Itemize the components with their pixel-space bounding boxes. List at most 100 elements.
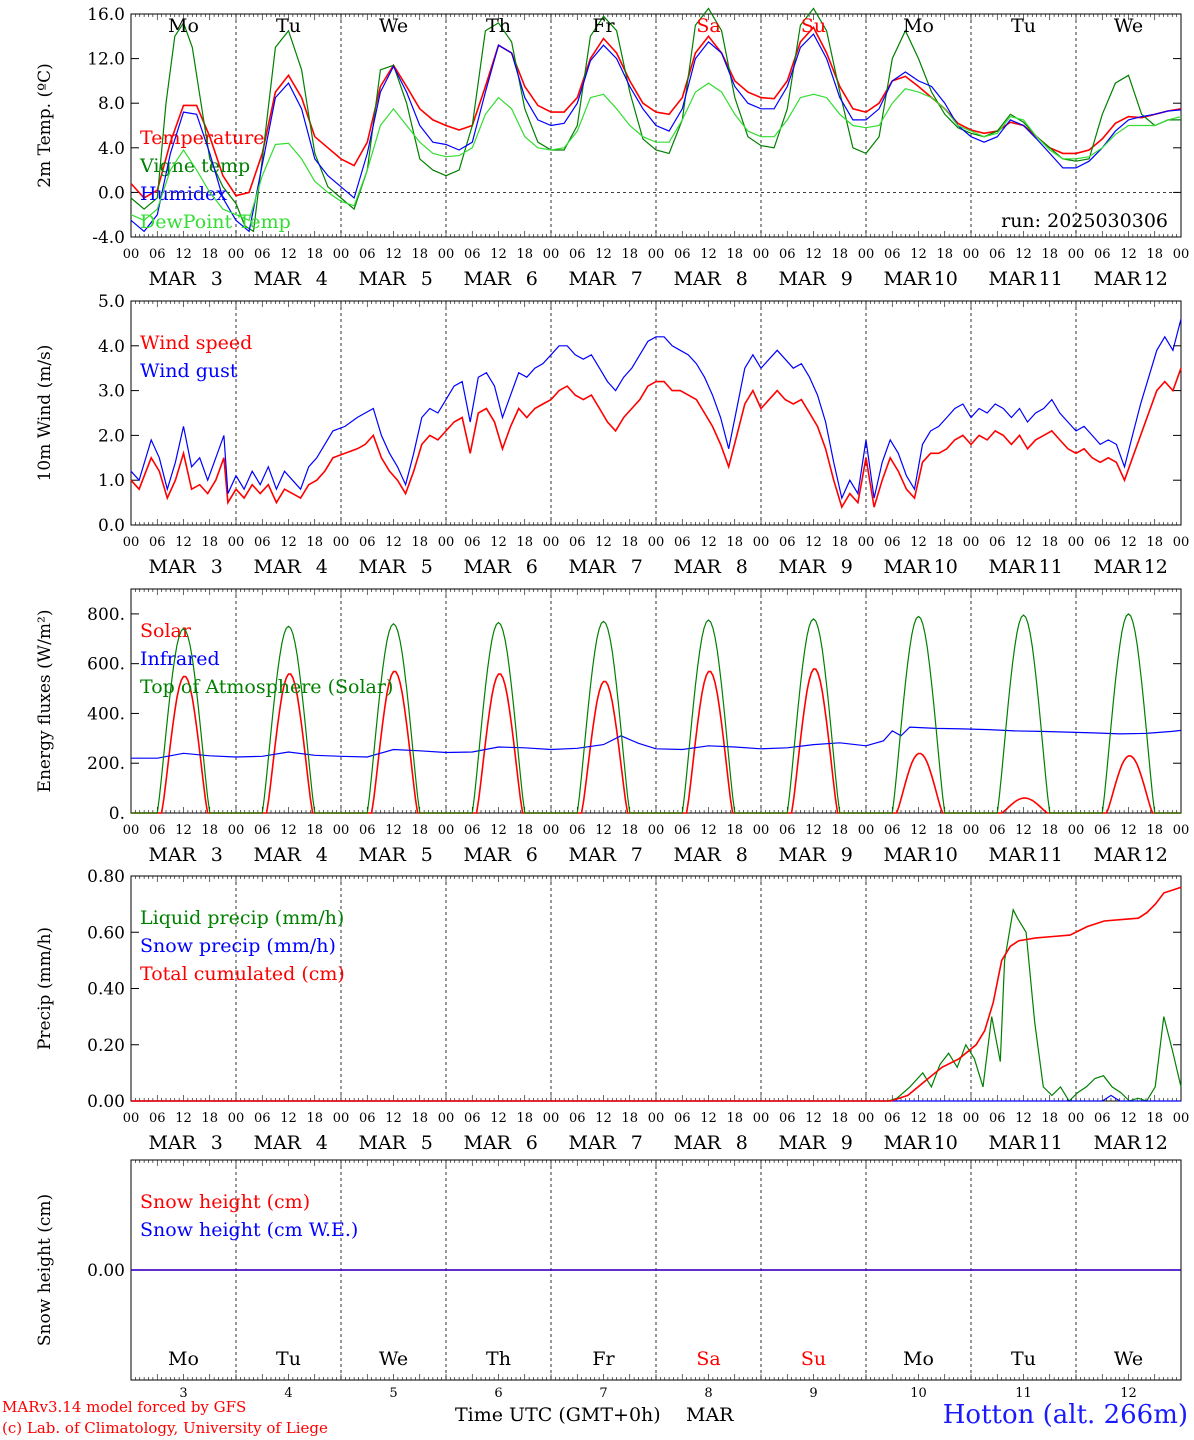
hour-tick-label: 00 (438, 823, 455, 838)
day-of-week-label: Su (801, 15, 826, 37)
hour-tick-label: 00 (228, 1111, 245, 1126)
hour-tick-label: 18 (201, 1111, 218, 1126)
date-label: 3 (211, 556, 223, 578)
y-tick-label: 400. (87, 704, 125, 724)
y-tick-label: 0. (109, 804, 125, 824)
y-tick-label: 1.0 (98, 471, 125, 491)
legend-entry: Total cumulated (cm) (140, 963, 345, 985)
hour-tick-label: 12 (490, 247, 507, 262)
month-label: MAR (569, 556, 617, 578)
series-line-wind-gust (130, 318, 1182, 500)
series-line-humidex (130, 33, 1182, 233)
day-of-week-label: Tu (276, 1348, 301, 1370)
month-label: MAR (149, 268, 197, 290)
hour-tick-label: 06 (569, 823, 586, 838)
day-of-week-label: Mo (168, 15, 199, 37)
hour-tick-label: 12 (910, 247, 927, 262)
hour-tick-label: 12 (1120, 1111, 1137, 1126)
date-label: 6 (526, 556, 538, 578)
panel-2: 0.0 1.0 2.0 3.0 4.0 5.0 10m Wind (m/s) Wind spe… (35, 292, 1189, 578)
hour-tick-label: 12 (490, 535, 507, 550)
date-label: 8 (736, 1132, 748, 1154)
hour-tick-label: 06 (1094, 1111, 1111, 1126)
day-of-week-label: Su (801, 1348, 826, 1370)
day-of-week-label: Tu (276, 15, 301, 37)
date-label: 12 (1144, 1132, 1168, 1154)
hour-tick-label: 18 (1146, 535, 1163, 550)
month-label: MAR (359, 844, 407, 866)
panel-3: 0. 200. 400. 600. 800. Energy fluxes (W/m²) So… (35, 588, 1189, 866)
y-tick-label: 12.0 (87, 50, 125, 70)
y-axis-title: 10m Wind (m/s) (35, 345, 55, 482)
month-label: MAR (254, 268, 302, 290)
month-label: MAR (359, 556, 407, 578)
date-label: 12 (1144, 556, 1168, 578)
hour-tick-label: 18 (831, 823, 848, 838)
date-label: 6 (526, 844, 538, 866)
hour-tick-label: 12 (700, 247, 717, 262)
hour-tick-label: 12 (280, 1111, 297, 1126)
legend-entry: Top of Atmosphere (Solar) (140, 676, 393, 698)
month-label: MAR (1094, 844, 1142, 866)
hour-tick-label: 12 (1015, 823, 1032, 838)
month-label: MAR (884, 556, 932, 578)
date-label: 10 (934, 556, 958, 578)
hour-tick-label: 18 (516, 1111, 533, 1126)
day-of-week-label: We (1114, 1348, 1143, 1370)
y-tick-label: 0.20 (87, 1036, 125, 1056)
hour-tick-label: 06 (149, 535, 166, 550)
hour-tick-label: 06 (989, 823, 1006, 838)
date-label: 5 (421, 556, 433, 578)
hour-tick-label: 06 (149, 823, 166, 838)
hour-tick-label: 00 (963, 1111, 980, 1126)
day-of-week-label: We (379, 1348, 408, 1370)
y-axis-title: Snow height (cm) (35, 1194, 55, 1346)
hour-tick-label: 06 (884, 535, 901, 550)
hour-tick-label: 06 (569, 535, 586, 550)
month-label: MAR (149, 844, 197, 866)
month-label: MAR (1094, 268, 1142, 290)
date-label: 9 (841, 844, 853, 866)
hour-tick-label: 00 (1173, 247, 1190, 262)
date-label: 11 (1039, 1132, 1063, 1154)
hour-tick-label: 06 (569, 1111, 586, 1126)
hour-tick-label: 00 (1068, 535, 1085, 550)
hour-tick-label: 12 (700, 535, 717, 550)
hour-tick-label: 18 (621, 823, 638, 838)
day-of-week-label: Tu (1011, 15, 1036, 37)
hour-tick-label: 00 (543, 535, 560, 550)
date-label: 3 (211, 268, 223, 290)
hour-tick-label: 00 (228, 823, 245, 838)
month-label: MAR (884, 268, 932, 290)
hour-tick-label: 06 (989, 535, 1006, 550)
hour-tick-label: 12 (595, 247, 612, 262)
hour-tick-label: 06 (149, 247, 166, 262)
date-label: 11 (1039, 844, 1063, 866)
hour-tick-label: 12 (385, 823, 402, 838)
day-of-week-label: Fr (592, 15, 615, 37)
y-tick-label: 600. (87, 655, 125, 675)
hour-tick-label: 00 (123, 535, 140, 550)
hour-tick-label: 06 (674, 247, 691, 262)
hour-tick-label: 00 (1173, 535, 1190, 550)
hour-tick-label: 00 (438, 247, 455, 262)
hour-tick-label: 00 (753, 823, 770, 838)
date-number: 5 (389, 1386, 397, 1400)
date-label: 10 (934, 844, 958, 866)
legend-entry: Temperature (140, 127, 264, 149)
hour-tick-label: 18 (411, 1111, 428, 1126)
hour-tick-label: 18 (201, 535, 218, 550)
hour-tick-label: 00 (858, 823, 875, 838)
legend-entry: Snow height (cm) (140, 1191, 310, 1213)
y-tick-label: 0.80 (87, 867, 125, 887)
hour-tick-label: 06 (779, 1111, 796, 1126)
hour-tick-label: 12 (1015, 1111, 1032, 1126)
hour-tick-label: 18 (306, 535, 323, 550)
legend-entry: Solar (140, 620, 192, 642)
hour-tick-label: 12 (910, 535, 927, 550)
legend-entry: DewPoint Temp (140, 211, 291, 233)
hour-tick-label: 00 (438, 1111, 455, 1126)
month-label: MAR (989, 556, 1037, 578)
date-label: 5 (421, 844, 433, 866)
panel-frame (130, 588, 1182, 814)
